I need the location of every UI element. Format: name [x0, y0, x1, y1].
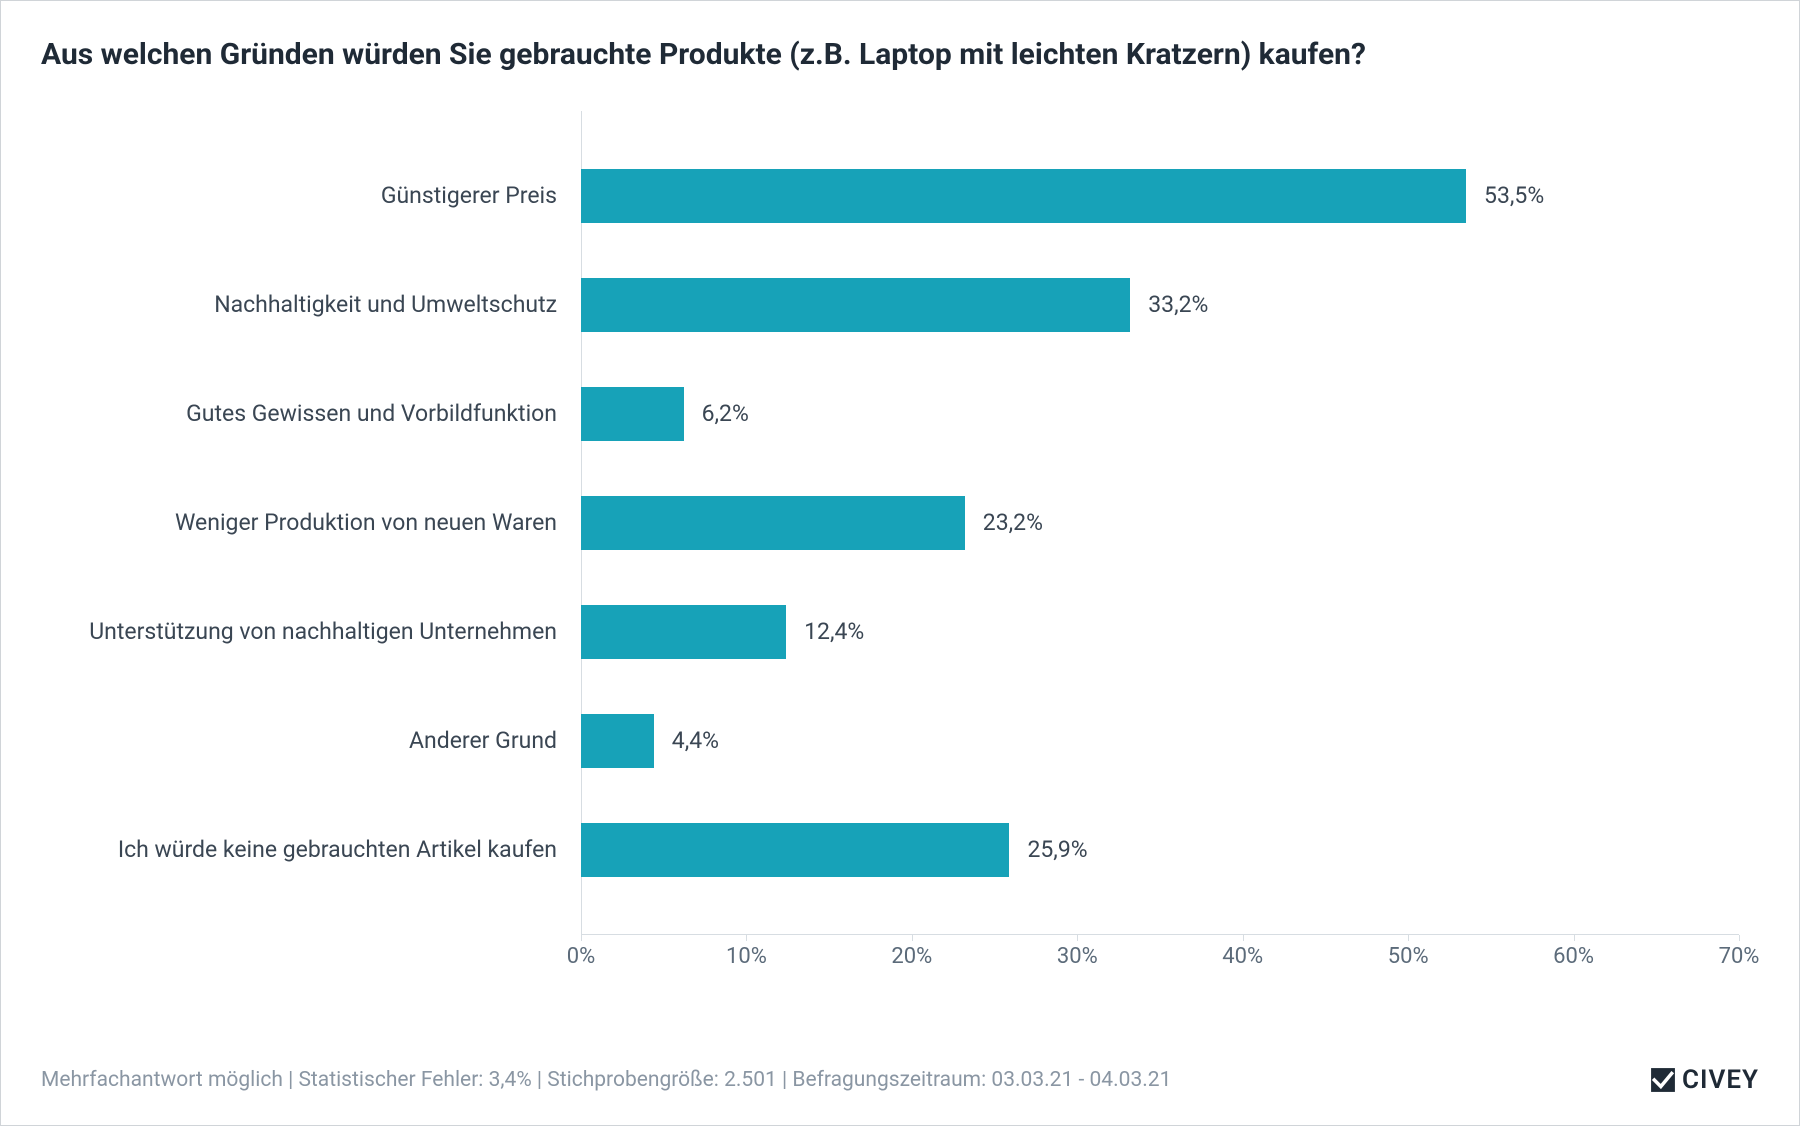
x-tick-label: 60%: [1553, 944, 1594, 969]
bar-value-label: 23,2%: [983, 509, 1043, 536]
x-tick-label: 10%: [726, 944, 767, 969]
x-tick-mark: [1408, 935, 1409, 941]
x-tick-mark: [1243, 935, 1244, 941]
label-column: Günstigerer Preis Nachhaltigkeit und Umwe…: [41, 111, 581, 935]
x-tick-mark: [1077, 935, 1078, 941]
chart-title: Aus welchen Gründen würden Sie gebraucht…: [41, 37, 1759, 72]
bar-value-label: 25,9%: [1027, 836, 1087, 863]
bar: [581, 387, 684, 441]
bar-value-label: 53,5%: [1484, 182, 1544, 209]
category-label: Günstigerer Preis: [41, 182, 581, 210]
bar-value-label: 6,2%: [702, 400, 749, 427]
bars-column: 0%10%20%30%40%50%60%70%53,5%33,2%6,2%23,…: [581, 111, 1739, 935]
x-tick-mark: [581, 935, 582, 941]
category-label: Weniger Produktion von neuen Waren: [41, 509, 581, 537]
category-label: Anderer Grund: [41, 727, 581, 755]
category-label: Gutes Gewissen und Vorbildfunktion: [41, 400, 581, 428]
brand-text: CIVEY: [1682, 1065, 1759, 1095]
brand-icon: [1650, 1067, 1676, 1093]
x-axis-line: [581, 934, 1739, 935]
bar-value-label: 4,4%: [672, 727, 719, 754]
x-tick-label: 70%: [1719, 944, 1760, 969]
brand-logo: CIVEY: [1650, 1065, 1759, 1095]
x-tick-mark: [1739, 935, 1740, 941]
chart-area: Günstigerer Preis Nachhaltigkeit und Umwe…: [41, 111, 1759, 995]
bar-value-label: 33,2%: [1148, 291, 1208, 318]
bar-value-label: 12,4%: [804, 618, 864, 645]
bar: [581, 278, 1130, 332]
bar: [581, 823, 1009, 877]
footer-meta-text: Mehrfachantwort möglich | Statistischer …: [41, 1068, 1171, 1092]
x-tick-label: 0%: [567, 944, 595, 969]
x-tick-mark: [746, 935, 747, 941]
category-label: Ich würde keine gebrauchten Artikel kauf…: [41, 836, 581, 864]
bar: [581, 605, 786, 659]
plot-region: Günstigerer Preis Nachhaltigkeit und Umwe…: [41, 111, 1759, 935]
bar: [581, 714, 654, 768]
x-tick-label: 50%: [1388, 944, 1429, 969]
category-label: Nachhaltigkeit und Umweltschutz: [41, 291, 581, 319]
x-tick-label: 20%: [891, 944, 932, 969]
x-tick-label: 40%: [1222, 944, 1263, 969]
chart-footer: Mehrfachantwort möglich | Statistischer …: [41, 1065, 1759, 1095]
category-label: Unterstützung von nachhaltigen Unternehm…: [41, 618, 581, 646]
x-tick-label: 30%: [1057, 944, 1098, 969]
bar: [581, 496, 965, 550]
x-tick-mark: [1574, 935, 1575, 941]
chart-frame: Aus welchen Gründen würden Sie gebraucht…: [0, 0, 1800, 1126]
x-tick-mark: [912, 935, 913, 941]
bar: [581, 169, 1466, 223]
